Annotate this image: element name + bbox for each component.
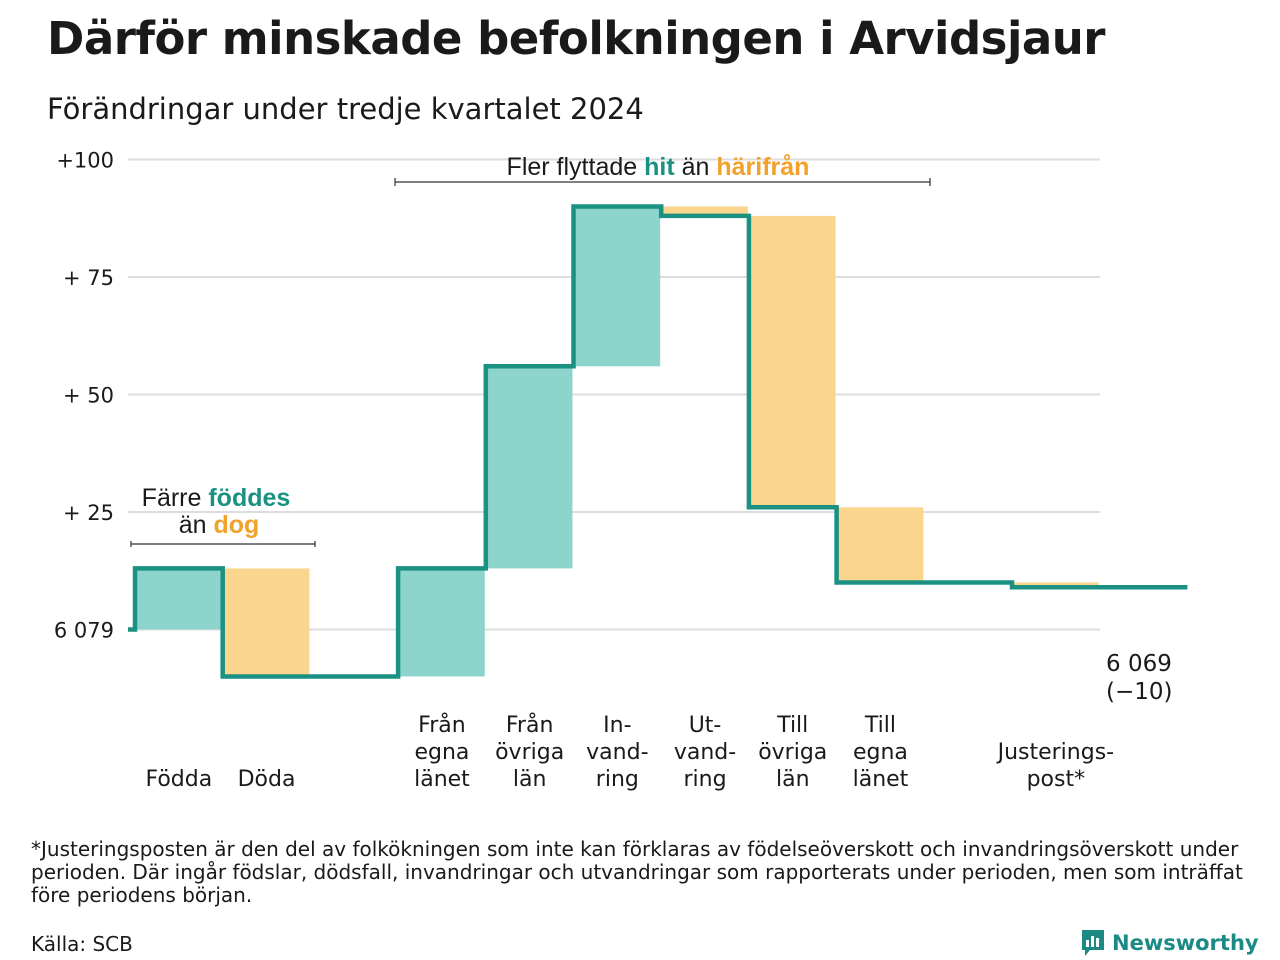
brand-logo: Newsworthy bbox=[1080, 928, 1259, 958]
end-value-label: 6 069 bbox=[1106, 651, 1172, 677]
migration-annotation-bracket bbox=[394, 178, 931, 186]
waterfall-bar bbox=[574, 206, 661, 367]
births-annotation-bracket bbox=[130, 541, 316, 547]
x-category-label: Till bbox=[776, 713, 808, 738]
end-change-label: (−10) bbox=[1106, 679, 1172, 705]
x-category-label: länet bbox=[414, 767, 470, 792]
migration-annotation-highlight: hit bbox=[644, 153, 675, 181]
step-line bbox=[128, 204, 1188, 679]
population-step-line bbox=[128, 204, 1188, 679]
births-annotation-highlight: dog bbox=[213, 511, 259, 539]
newsworthy-logo-icon bbox=[1082, 930, 1104, 956]
y-tick-label: + 25 bbox=[63, 501, 114, 525]
births-annotation-text: än bbox=[179, 511, 214, 539]
waterfall-bar bbox=[749, 215, 836, 508]
waterfall-bar bbox=[486, 366, 573, 569]
births-annotation-text: Färre bbox=[142, 484, 209, 512]
migration-annotation: Fler flyttade hit än härifrån bbox=[394, 153, 931, 186]
x-category-label: vand- bbox=[586, 740, 648, 765]
x-category-label: län bbox=[513, 767, 547, 792]
chart-title: Därför minskade befolkningen i Arvidsjau… bbox=[47, 12, 1105, 65]
x-category-label: Ut- bbox=[689, 713, 722, 738]
source-label: Källa: SCB bbox=[31, 932, 133, 956]
waterfall-bar bbox=[837, 507, 924, 583]
x-category-label: ring bbox=[684, 767, 727, 792]
x-category-label: län bbox=[776, 767, 810, 792]
footnote: *Justeringsposten är den del av folkökni… bbox=[31, 837, 1243, 907]
migration-annotation-text: Fler flyttade bbox=[507, 153, 645, 181]
brand-name: Newsworthy bbox=[1112, 931, 1259, 955]
x-category-label: In- bbox=[603, 713, 631, 738]
x-category-label: Döda bbox=[238, 767, 296, 792]
y-tick-label: + 50 bbox=[63, 384, 114, 408]
waterfall-bar bbox=[136, 568, 222, 630]
x-category-label: Till bbox=[864, 713, 896, 738]
waterfall-bar bbox=[1013, 582, 1099, 588]
x-category-label: post* bbox=[1027, 767, 1086, 792]
waterfall-bar bbox=[223, 568, 310, 677]
y-tick-label: + 75 bbox=[63, 266, 114, 290]
x-category-label: övriga bbox=[758, 740, 827, 765]
bars bbox=[136, 206, 1099, 677]
x-category-label: Födda bbox=[145, 767, 212, 792]
x-category-label: länet bbox=[853, 767, 909, 792]
svg-text:Fler flyttade hit än härifrån: Fler flyttade hit än härifrån bbox=[507, 153, 810, 181]
migration-annotation-highlight: härifrån bbox=[716, 153, 809, 181]
y-tick-label: 6 079 bbox=[54, 619, 114, 643]
x-category-label: Från bbox=[506, 712, 554, 738]
x-category-label: Justerings- bbox=[996, 740, 1115, 765]
births-annotation-highlight: föddes bbox=[208, 484, 290, 512]
y-tick-label: +100 bbox=[56, 149, 114, 173]
x-category-label: egna bbox=[414, 740, 469, 765]
births-annotation: Färre föddes än dog bbox=[130, 484, 316, 547]
x-category-label: ring bbox=[596, 767, 639, 792]
svg-text:Färre föddes: Färre föddes bbox=[142, 484, 291, 512]
svg-text:än dog: än dog bbox=[179, 511, 260, 539]
waterfall-bar bbox=[399, 568, 485, 677]
waterfall-bar bbox=[662, 206, 748, 216]
x-category-label: övriga bbox=[495, 740, 564, 765]
x-category-label: Från bbox=[418, 712, 466, 738]
migration-annotation-text: än bbox=[675, 153, 717, 181]
x-category-label: vand- bbox=[674, 740, 736, 765]
x-category-label: egna bbox=[853, 740, 908, 765]
x-category-labels: Födda DödaFrånegnalänetFrånövrigalänIn-va… bbox=[145, 712, 1114, 792]
y-tick-labels: 6 079 + 25 + 50 + 75 +100 bbox=[54, 149, 114, 643]
chart-subtitle: Förändringar under tredje kvartalet 2024 bbox=[47, 92, 644, 126]
